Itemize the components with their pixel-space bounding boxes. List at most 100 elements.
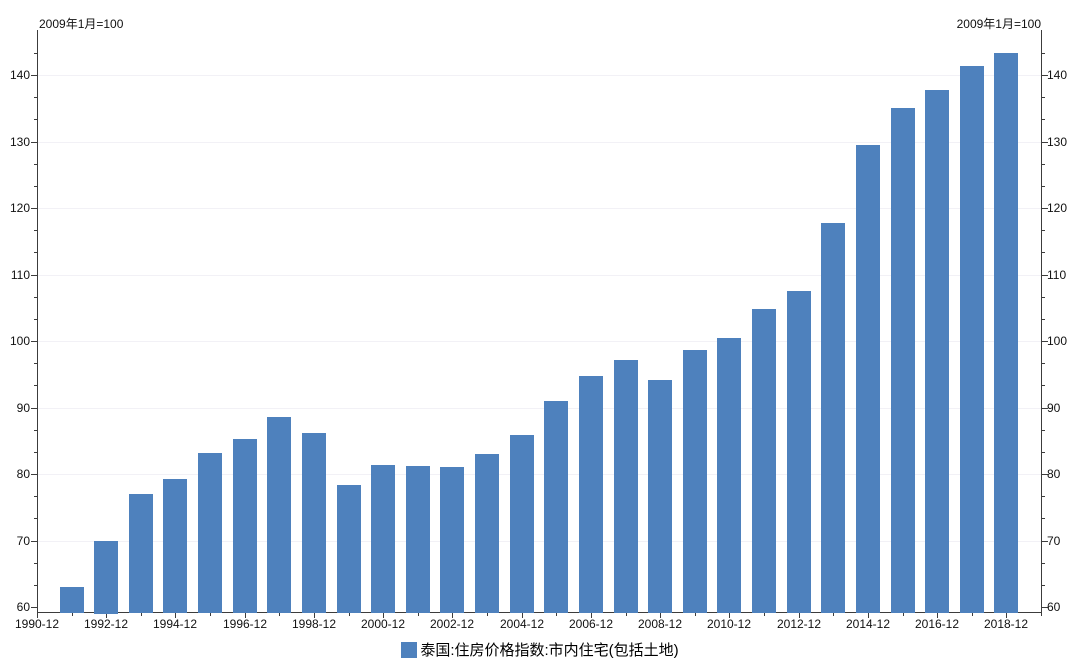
x-axis-label-1990-12: 1990-12 [14, 617, 60, 631]
bar-2008-12[interactable] [648, 380, 672, 613]
y-minor-tick-left [34, 496, 38, 497]
y-minor-tick-right [1041, 452, 1045, 453]
bar-1994-12[interactable] [163, 479, 187, 613]
x-axis-line [37, 612, 1042, 613]
bar-1998-12[interactable] [302, 433, 326, 613]
x-tick-1993-12 [141, 613, 142, 616]
y-minor-tick-right [1041, 164, 1045, 165]
y-minor-tick-left [34, 297, 38, 298]
bar-2010-12[interactable] [717, 338, 741, 613]
bar-1996-12[interactable] [233, 439, 257, 613]
bar-2007-12[interactable] [614, 360, 638, 613]
x-tick-2009-12 [695, 613, 696, 616]
y-tick-left-80 [31, 474, 37, 475]
x-axis-label-2006-12: 2006-12 [568, 617, 614, 631]
axis-unit-note-left: 2009年1月=100 [39, 17, 124, 31]
y-minor-tick-right [1041, 297, 1045, 298]
bar-2002-12[interactable] [440, 467, 464, 613]
bar-1993-12[interactable] [129, 494, 153, 613]
y-tick-right-110 [1042, 275, 1048, 276]
y-minor-tick-right [1041, 319, 1045, 320]
x-tick-1995-12 [210, 613, 211, 616]
y-minor-tick-left [34, 585, 38, 586]
bar-2011-12[interactable] [752, 309, 776, 613]
gridline-80 [38, 474, 1041, 475]
bar-2004-12[interactable] [510, 435, 534, 613]
bar-1992-12[interactable] [94, 541, 118, 614]
x-axis-label-1998-12: 1998-12 [291, 617, 337, 631]
x-tick-2002-12 [452, 613, 453, 618]
bar-2017-12[interactable] [960, 66, 984, 613]
x-axis-label-2014-12: 2014-12 [845, 617, 891, 631]
y-minor-tick-left [34, 518, 38, 519]
x-axis-label-1994-12: 1994-12 [152, 617, 198, 631]
bar-2000-12[interactable] [371, 465, 395, 613]
y-minor-tick-left [34, 319, 38, 320]
y-minor-tick-right [1041, 563, 1045, 564]
x-tick-2008-12 [660, 613, 661, 618]
x-tick-2017-12 [972, 613, 973, 616]
legend-series-label: 泰国:住房价格指数:市内住宅(包括土地) [420, 642, 679, 659]
gridline-90 [38, 408, 1041, 409]
x-axis-label-2018-12: 2018-12 [983, 617, 1029, 631]
legend[interactable]: 泰国:住房价格指数:市内住宅(包括土地) [0, 639, 1080, 660]
bar-1997-12[interactable] [267, 417, 291, 613]
x-tick-2018-12 [1006, 613, 1007, 618]
bar-2009-12[interactable] [683, 350, 707, 613]
x-tick-1999-12 [349, 613, 350, 616]
y-minor-tick-right [1041, 496, 1045, 497]
y-axis-left-line [37, 30, 38, 613]
y-minor-tick-left [34, 53, 38, 54]
gridline-130 [38, 142, 1041, 143]
x-tick-2006-12 [591, 613, 592, 618]
y-axis-label-left-70: 70 [16, 534, 30, 548]
y-minor-tick-right [1041, 53, 1045, 54]
bar-1999-12[interactable] [337, 485, 361, 613]
x-axis-label-2000-12: 2000-12 [360, 617, 406, 631]
y-axis-label-left-110: 110 [10, 268, 30, 282]
y-tick-left-100 [31, 341, 37, 342]
y-minor-tick-left [34, 97, 38, 98]
y-axis-label-right-140: 140 [1047, 68, 1068, 82]
bar-2006-12[interactable] [579, 376, 603, 613]
gridline-110 [38, 275, 1041, 276]
y-minor-tick-right [1041, 585, 1045, 586]
y-minor-tick-left [34, 385, 38, 386]
x-tick-2001-12 [418, 613, 419, 616]
bar-1995-12[interactable] [198, 453, 222, 613]
y-axis-label-left-140: 140 [9, 68, 30, 82]
bar-2012-12[interactable] [787, 291, 811, 613]
bar-2016-12[interactable] [925, 90, 949, 613]
y-tick-right-60 [1042, 607, 1048, 608]
axis-unit-note-right: 2009年1月=100 [956, 17, 1041, 31]
bar-2001-12[interactable] [406, 466, 430, 613]
x-tick-1990-12 [37, 613, 38, 618]
bar-1991-12[interactable] [60, 587, 84, 613]
x-tick-2013-12 [833, 613, 834, 616]
y-axis-label-right-100: 100 [1047, 334, 1068, 348]
x-tick-1996-12 [245, 613, 246, 618]
gridline-70 [38, 541, 1041, 542]
x-tick-2007-12 [626, 613, 627, 616]
legend-swatch [401, 641, 418, 658]
y-tick-left-130 [31, 142, 37, 143]
y-axis-label-right-120: 120 [1047, 201, 1068, 215]
bar-2014-12[interactable] [856, 145, 880, 613]
bar-2005-12[interactable] [544, 401, 568, 613]
x-tick-2012-12 [799, 613, 800, 618]
bar-2015-12[interactable] [891, 108, 915, 613]
x-tick-2010-12 [729, 613, 730, 618]
bar-2003-12[interactable] [475, 454, 499, 613]
gridline-120 [38, 208, 1041, 209]
bar-2013-12[interactable] [821, 223, 845, 613]
gridline-140 [38, 75, 1041, 76]
y-tick-right-120 [1042, 208, 1048, 209]
y-tick-left-70 [31, 541, 37, 542]
y-axis-label-left-100: 100 [9, 334, 30, 348]
y-tick-right-130 [1042, 142, 1048, 143]
x-axis-label-1996-12: 1996-12 [222, 617, 268, 631]
bar-2018-12[interactable] [994, 53, 1018, 613]
x-tick-2000-12 [383, 613, 384, 618]
y-minor-tick-right [1041, 385, 1045, 386]
